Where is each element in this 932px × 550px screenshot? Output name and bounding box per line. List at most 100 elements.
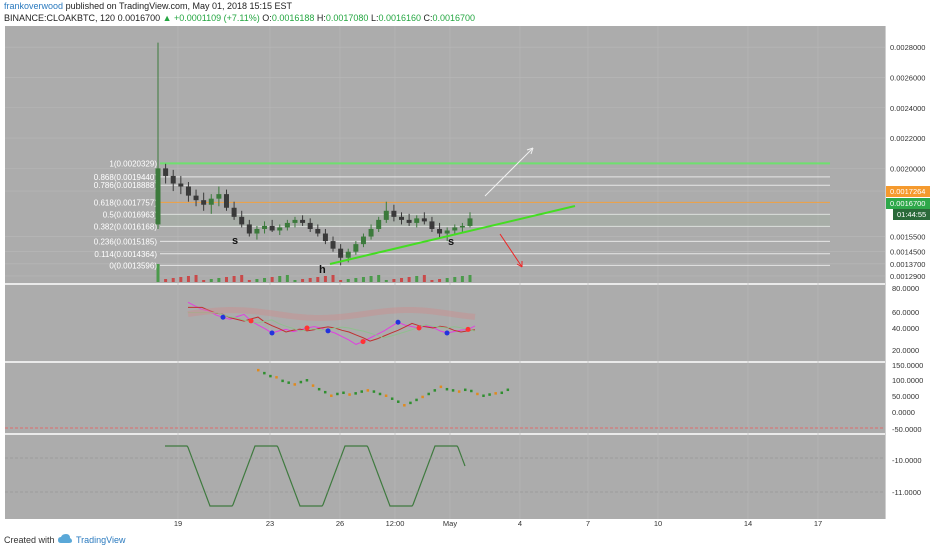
fib-level-price: 0.0016963 [117,210,155,219]
high-value: 0.0017080 [325,13,369,23]
fib-level-label: 0.236(0.0015185) [94,237,158,246]
time-axis-tick: 14 [744,519,752,528]
indicator-signal-dot [304,325,310,331]
fib-level-label: 0(0.0013596) [109,261,157,270]
candle-body [155,168,161,225]
oscillator-point [427,392,430,396]
volume-bar [422,275,426,282]
fib-level-ratio: 1 [109,159,114,168]
volume-bar [285,275,289,282]
time-axis-tick: 12:00 [386,519,405,528]
neckline-trendline[interactable] [329,205,576,265]
oscillator-point [257,368,260,372]
target-down-arrow-head [516,261,523,268]
price-chart[interactable]: 1(0.0020329)0.868(0.0019440)0.786(0.0018… [0,26,932,530]
author-link[interactable]: frankoverwood [4,1,64,11]
orange-price-tag: 0.0017264 [886,186,930,197]
candle-body [246,224,252,234]
candle-body [360,236,366,245]
volume-bar [156,264,160,282]
time-axis-tick: 26 [336,519,344,528]
candle-body [300,219,306,223]
time-axis-tick: May [443,519,457,528]
volume-bar [392,279,396,282]
volume-bar [270,277,274,282]
volume-bar [346,279,350,282]
indicator-axis-tick: 60.0000 [892,308,919,317]
candle-body [239,216,245,225]
oscillator-point [488,393,491,396]
oscillator-point [463,388,467,392]
oscillator-point [317,387,321,391]
volume-bar [247,280,251,282]
candle-body [414,218,420,223]
oscillator-point [445,387,449,391]
momentum-indicator-pane [5,445,885,507]
volume-bar [453,277,457,282]
close-label: C: [423,13,433,23]
indicator-axis-tick: 80.0000 [892,284,919,293]
low-value: 0.0016160 [378,13,421,23]
candle-body [193,195,199,201]
volume-bar [369,276,373,282]
volume-bar [400,278,404,282]
grid-lines [5,26,885,519]
fib-level-price: 0.0020329 [117,159,155,168]
fib-level-label: 0.5(0.0016963) [103,210,158,219]
bar-countdown-tag-bg [893,209,930,220]
head-label: h [319,264,326,276]
target-up-arrow[interactable] [484,147,534,197]
oscillator-point [421,395,424,399]
fib-level-price: 0.0014364 [117,250,155,259]
candle-body [284,222,290,228]
candle-body [269,225,275,231]
volume-bar [308,278,312,282]
tradingview-brand-link[interactable]: TradingView [76,535,126,545]
volume-bar [407,277,411,282]
candle-body [231,207,237,217]
indicator-signal-dot [465,326,471,332]
oscillator-point [451,389,455,392]
candle-body [208,198,214,205]
candle-body [406,219,412,223]
oscillator-point [506,388,510,392]
oscillator-point [354,392,357,395]
bar-countdown-tag: 01:44:55 [893,209,930,220]
price-axis-tick: 0.0020000 [890,164,925,173]
candle-body [338,248,344,258]
high-label: H: [316,13,326,23]
candle-body [216,194,222,199]
fib-level-ratio: 0.114 [94,250,114,259]
fib-level-open-paren: ( [114,261,117,270]
volume-bars [156,264,472,282]
oscillator-point [299,380,303,384]
oscillator-point [457,390,461,393]
candle-body [452,227,458,231]
current-price-tag-bg [886,198,930,209]
oscillator-point [409,401,412,405]
volume-bar [301,279,305,282]
candle-body [307,222,313,229]
fib-level-price: 0.0018888 [117,181,155,190]
price-axis-tick: 0.0028000 [890,43,925,52]
indicator-signal-dot [325,328,331,334]
volume-bar [224,277,228,282]
head-shoulders-labels: s h s [232,235,454,276]
time-axis-tick: 23 [266,519,274,528]
plot-background [5,26,885,519]
volume-bar [460,276,464,282]
volume-bar [316,277,320,282]
candle-body [353,244,359,252]
indicator-axis-ticks: 80.0000 60.0000 40.0000 20.0000 150.0000 100.… [892,284,923,497]
indicator-axis-tick: 40.0000 [892,324,919,333]
volume-bar [171,278,175,282]
candle-body [345,251,351,258]
fib-level-ratio: 0 [109,261,114,270]
volume-bar [331,275,335,282]
price-axis-tick: 0.0014500 [890,248,925,257]
oscillator-indicator-pane [5,368,885,429]
volume-bar [209,279,213,282]
candlestick-series [155,42,473,266]
fib-level-close-paren: ) [154,250,157,259]
target-down-arrow[interactable] [499,233,523,268]
